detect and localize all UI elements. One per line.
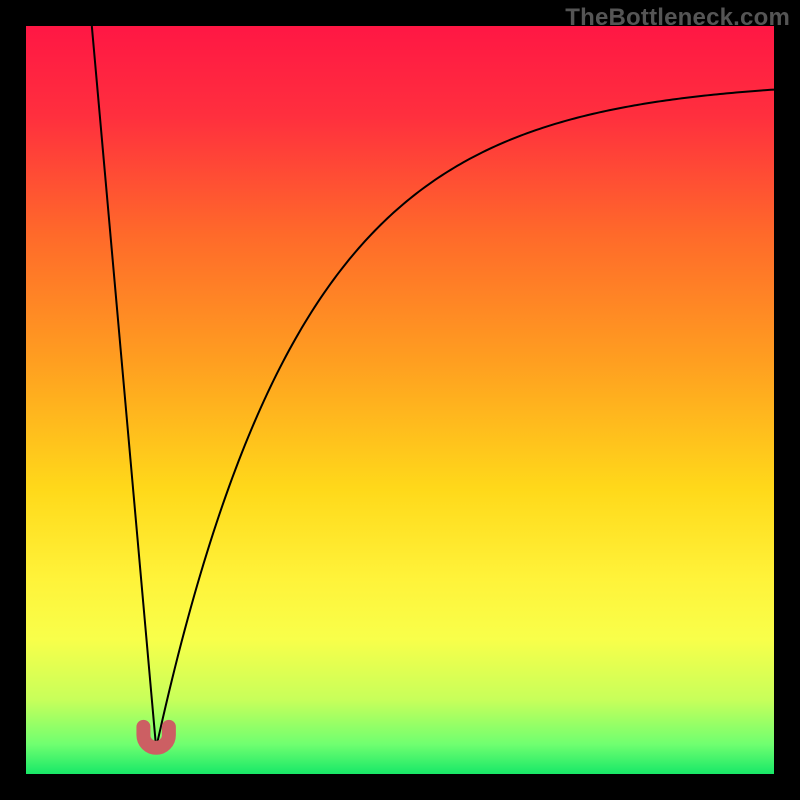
chart-frame: TheBottleneck.com	[0, 0, 800, 800]
gradient-curve-chart	[0, 0, 800, 800]
plot-background	[26, 26, 774, 774]
watermark-text: TheBottleneck.com	[565, 4, 790, 32]
